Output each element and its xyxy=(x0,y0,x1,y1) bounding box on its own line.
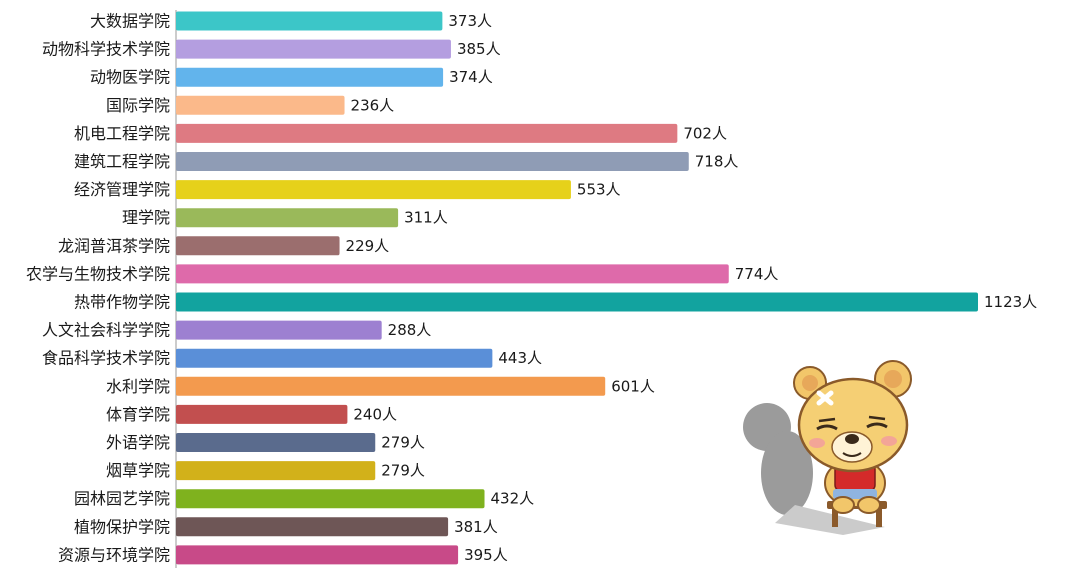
value-label: 240人 xyxy=(353,405,397,423)
bar xyxy=(176,404,348,424)
bar xyxy=(176,264,729,284)
bar xyxy=(176,489,485,509)
value-label: 774人 xyxy=(735,265,779,283)
bar xyxy=(176,95,345,115)
bar xyxy=(176,11,443,31)
bar xyxy=(176,376,606,396)
value-label: 288人 xyxy=(388,321,432,339)
value-label: 395人 xyxy=(464,546,508,564)
category-label: 机电工程学院 xyxy=(74,124,170,143)
category-label: 园林园艺学院 xyxy=(74,489,170,508)
category-label: 热带作物学院 xyxy=(74,293,170,312)
bar xyxy=(176,208,399,228)
bar xyxy=(176,461,376,481)
category-label: 农学与生物技术学院 xyxy=(26,264,170,283)
category-label: 大数据学院 xyxy=(90,12,170,31)
value-label: 279人 xyxy=(381,434,425,452)
category-label: 龙润普洱茶学院 xyxy=(58,236,170,255)
category-label: 理学院 xyxy=(122,208,170,227)
value-label: 311人 xyxy=(404,209,448,227)
value-label: 373人 xyxy=(448,12,492,30)
bar xyxy=(176,236,340,256)
category-label: 经济管理学院 xyxy=(74,180,170,199)
category-label: 建筑工程学院 xyxy=(74,152,170,171)
value-label: 718人 xyxy=(695,153,739,171)
bar xyxy=(176,348,493,368)
bar xyxy=(176,67,444,87)
value-label: 1123人 xyxy=(984,293,1037,311)
value-label: 702人 xyxy=(683,124,727,142)
bear-mascot-icon xyxy=(743,360,912,535)
category-label: 资源与环境学院 xyxy=(58,545,170,564)
value-label: 385人 xyxy=(457,40,501,58)
value-label: 443人 xyxy=(498,349,542,367)
category-label: 烟草学院 xyxy=(106,461,170,480)
value-label: 229人 xyxy=(346,237,390,255)
category-label: 外语学院 xyxy=(106,433,170,452)
category-label: 食品科学技术学院 xyxy=(42,349,170,368)
category-label: 动物医学院 xyxy=(90,68,170,87)
value-label: 381人 xyxy=(454,518,498,536)
category-label: 植物保护学院 xyxy=(74,517,170,536)
value-label: 236人 xyxy=(351,96,395,114)
value-label: 374人 xyxy=(449,68,493,86)
bar xyxy=(176,517,449,537)
category-label: 动物科学技术学院 xyxy=(42,40,170,59)
category-label: 水利学院 xyxy=(106,377,170,396)
category-label: 国际学院 xyxy=(106,96,170,115)
bar xyxy=(176,292,978,312)
value-label: 432人 xyxy=(491,490,535,508)
category-label: 体育学院 xyxy=(106,405,170,424)
value-label: 553人 xyxy=(577,181,621,199)
bar xyxy=(176,152,689,171)
mascot-shadow xyxy=(743,403,885,535)
category-label: 人文社会科学学院 xyxy=(42,321,170,340)
bar xyxy=(176,320,382,340)
bar xyxy=(176,180,571,200)
bar xyxy=(176,39,451,59)
bar xyxy=(176,433,376,452)
bar xyxy=(176,123,678,143)
bar xyxy=(176,545,459,565)
value-label: 279人 xyxy=(381,462,425,480)
value-label: 601人 xyxy=(611,377,655,395)
